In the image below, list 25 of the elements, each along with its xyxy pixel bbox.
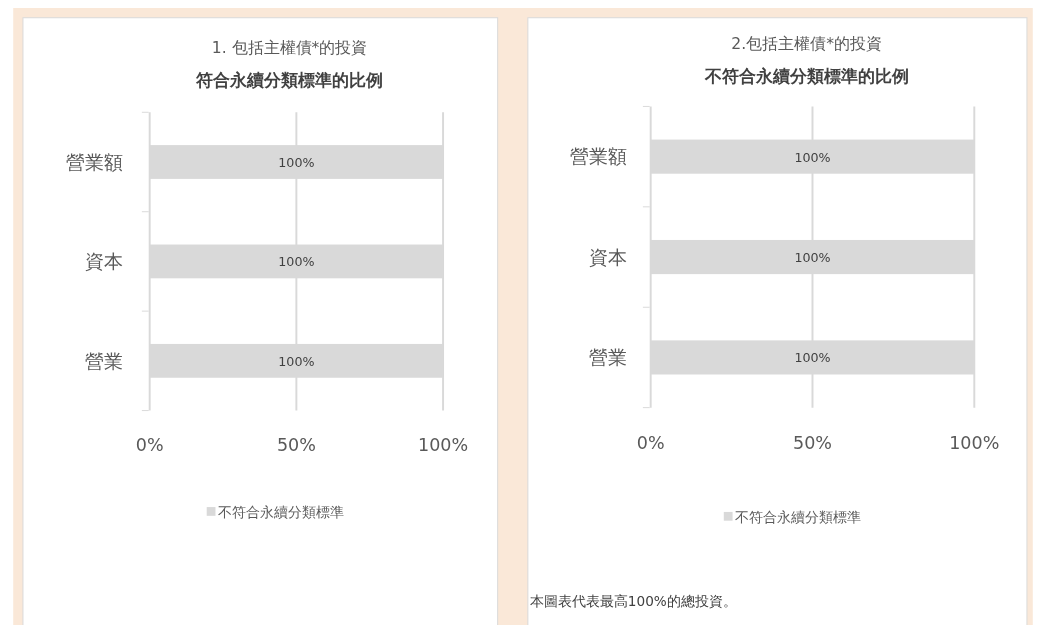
- y-tick-label: 營業額: [570, 145, 628, 169]
- legend-label: 不符合永續分類標準: [218, 503, 345, 520]
- chart-title: 1. 包括主權債*的投資: [211, 38, 368, 57]
- y-tick-label: 營業: [589, 346, 628, 370]
- x-tick-label: 50%: [793, 432, 832, 453]
- data-label: 100%: [794, 249, 831, 265]
- data-label: 100%: [278, 353, 315, 369]
- legend-label: 不符合永續分類標準: [735, 508, 862, 525]
- x-tick-label: 0%: [636, 432, 665, 453]
- chart-title: 2.包括主權債*的投資: [731, 34, 882, 53]
- y-tick-label: 營業: [85, 349, 124, 373]
- chart-subtitle: 不符合永續分類標準的比例: [703, 67, 909, 87]
- data-label: 100%: [794, 350, 831, 366]
- y-tick-label: 資本: [589, 245, 628, 269]
- x-tick-label: 50%: [276, 435, 316, 456]
- x-tick-label: 100%: [418, 435, 469, 456]
- x-tick-label: 0%: [135, 435, 164, 456]
- x-tick-label: 100%: [949, 432, 1000, 453]
- data-label: 100%: [794, 149, 831, 165]
- data-label: 100%: [278, 154, 315, 170]
- chart-subtitle: 符合永續分類標準的比例: [195, 70, 384, 90]
- data-label: 100%: [278, 254, 315, 270]
- y-tick-label: 資本: [85, 250, 124, 274]
- text: 本圖表代表最高100%的總投資。: [529, 592, 737, 609]
- y-tick-label: 營業額: [66, 150, 124, 174]
